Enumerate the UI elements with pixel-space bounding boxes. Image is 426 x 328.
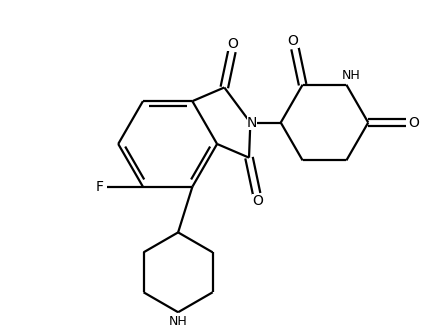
Text: F: F [95,180,103,194]
Text: NH: NH [342,69,360,82]
Text: O: O [252,195,263,208]
Text: O: O [409,115,419,130]
Text: NH: NH [169,315,187,328]
Text: O: O [288,34,299,48]
Text: O: O [227,37,238,51]
Text: N: N [247,115,257,130]
